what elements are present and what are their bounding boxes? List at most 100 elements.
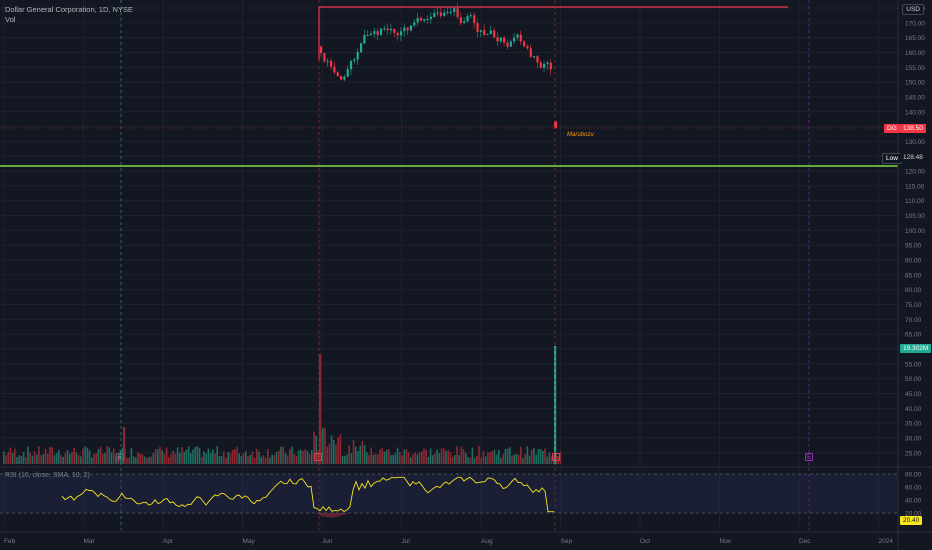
volume-bar	[548, 452, 551, 464]
earnings-marker[interactable]: E	[314, 453, 322, 461]
volume-bar	[170, 454, 172, 464]
price-axis-tick-label: 105.00	[905, 213, 925, 220]
volume-bar	[429, 448, 432, 464]
candle-body	[549, 62, 552, 70]
volume-bar	[399, 452, 401, 464]
volume-bar	[515, 453, 518, 464]
volume-bar	[330, 435, 333, 464]
candle-body	[326, 60, 329, 62]
volume-bar	[467, 456, 469, 464]
time-axis-label: Aug	[481, 538, 493, 545]
low-label: Low	[882, 153, 902, 164]
price-axis-tick-label: 25.00	[905, 450, 922, 457]
volume-bar	[471, 447, 474, 464]
candle-body	[459, 17, 462, 24]
candle-body	[479, 30, 482, 32]
volume-bar	[227, 451, 229, 464]
volume-bar	[517, 455, 520, 464]
volume-bar	[493, 449, 496, 464]
volume-bar	[341, 455, 344, 464]
volume-bar	[344, 455, 346, 464]
volume-bar	[542, 450, 544, 464]
volume-bar	[58, 450, 60, 464]
volume-bar	[273, 455, 276, 464]
volume-bar	[31, 455, 34, 464]
candle-body	[346, 69, 349, 77]
volume-bar	[119, 449, 122, 464]
candle-body	[513, 37, 516, 42]
volume-bar	[130, 448, 133, 464]
volume-bar	[249, 454, 251, 464]
candle-body	[546, 62, 549, 64]
volume-bar	[77, 455, 80, 464]
volume-bar	[440, 448, 443, 464]
earnings-marker[interactable]: E	[552, 453, 560, 461]
candle-body	[393, 28, 396, 33]
candle-body	[486, 34, 489, 36]
volume-bar	[328, 443, 331, 464]
volume-bar	[216, 446, 218, 464]
currency-button[interactable]: USD	[902, 4, 924, 15]
volume-bar	[473, 457, 476, 464]
volume-bar	[478, 446, 480, 464]
volume-bar	[260, 456, 262, 464]
volume-bar	[25, 457, 27, 464]
time-axis: Feb Mar Apr May Jun Jul Aug Sep Oct Nov Dec 2024	[0, 531, 932, 545]
volume-bar	[526, 446, 529, 464]
time-axis-label: Mar	[84, 538, 96, 545]
symbol-title[interactable]: Dollar General Corporation, 1D, NYSE	[5, 5, 133, 14]
rsi-panel: 80.00 60.00 40.00 20.00	[0, 466, 932, 518]
volume-bar	[350, 453, 353, 464]
volume-bar	[416, 454, 419, 464]
volume-bar	[445, 450, 447, 464]
earnings-marker-upcoming[interactable]: E	[805, 453, 813, 461]
symbol-price-label: DG	[884, 124, 900, 133]
volume-bar	[271, 454, 273, 464]
rsi-legend[interactable]: RSI (10, close, SMA, 10, 2)	[5, 472, 90, 479]
volume-bar	[469, 457, 471, 464]
volume-bar	[38, 446, 40, 464]
volume-bar	[438, 453, 441, 464]
volume-bar	[42, 454, 45, 464]
volume-legend[interactable]: Vol	[5, 15, 16, 24]
volume-bar	[511, 455, 513, 464]
price-axis-tick-label: 80.00	[905, 287, 922, 294]
volume-bar	[557, 455, 559, 464]
volume-bar	[198, 448, 201, 464]
candle-body	[443, 12, 446, 16]
price-axis-tick-label: 85.00	[905, 272, 922, 279]
chart-overlays	[0, 0, 898, 530]
volume-bar	[381, 448, 383, 464]
earnings-marker[interactable]: E	[116, 453, 124, 461]
volume-bar	[449, 452, 452, 464]
candle-body	[426, 19, 429, 21]
volume-bar	[489, 452, 491, 464]
candle-body	[409, 25, 413, 31]
volume-bar	[126, 457, 128, 464]
candle-body	[343, 76, 346, 80]
volume-bar	[423, 448, 425, 464]
candle-body	[363, 35, 366, 44]
volume-value-badge: 19.302M	[900, 344, 932, 353]
candle-body	[476, 23, 479, 32]
volume-bar	[220, 455, 223, 464]
volume-bar	[333, 440, 335, 464]
price-axis-tick-label: 165.00	[905, 35, 925, 42]
candle-body	[473, 15, 476, 24]
volume-bar	[401, 455, 403, 464]
volume-bar	[73, 447, 75, 464]
volume-bar	[295, 456, 298, 464]
volume-bar	[121, 447, 124, 464]
price-axis-tick-label: 100.00	[905, 228, 925, 235]
volume-bar	[71, 452, 73, 464]
candle-body	[396, 32, 399, 36]
volume-bar	[396, 447, 399, 464]
volume-bar	[86, 447, 89, 464]
volume-bar	[11, 453, 14, 464]
volume-bar	[410, 457, 412, 464]
volume-bar	[451, 456, 454, 464]
volume-bar	[172, 450, 174, 464]
volume-bar	[531, 449, 533, 464]
volume-bar	[231, 450, 234, 464]
